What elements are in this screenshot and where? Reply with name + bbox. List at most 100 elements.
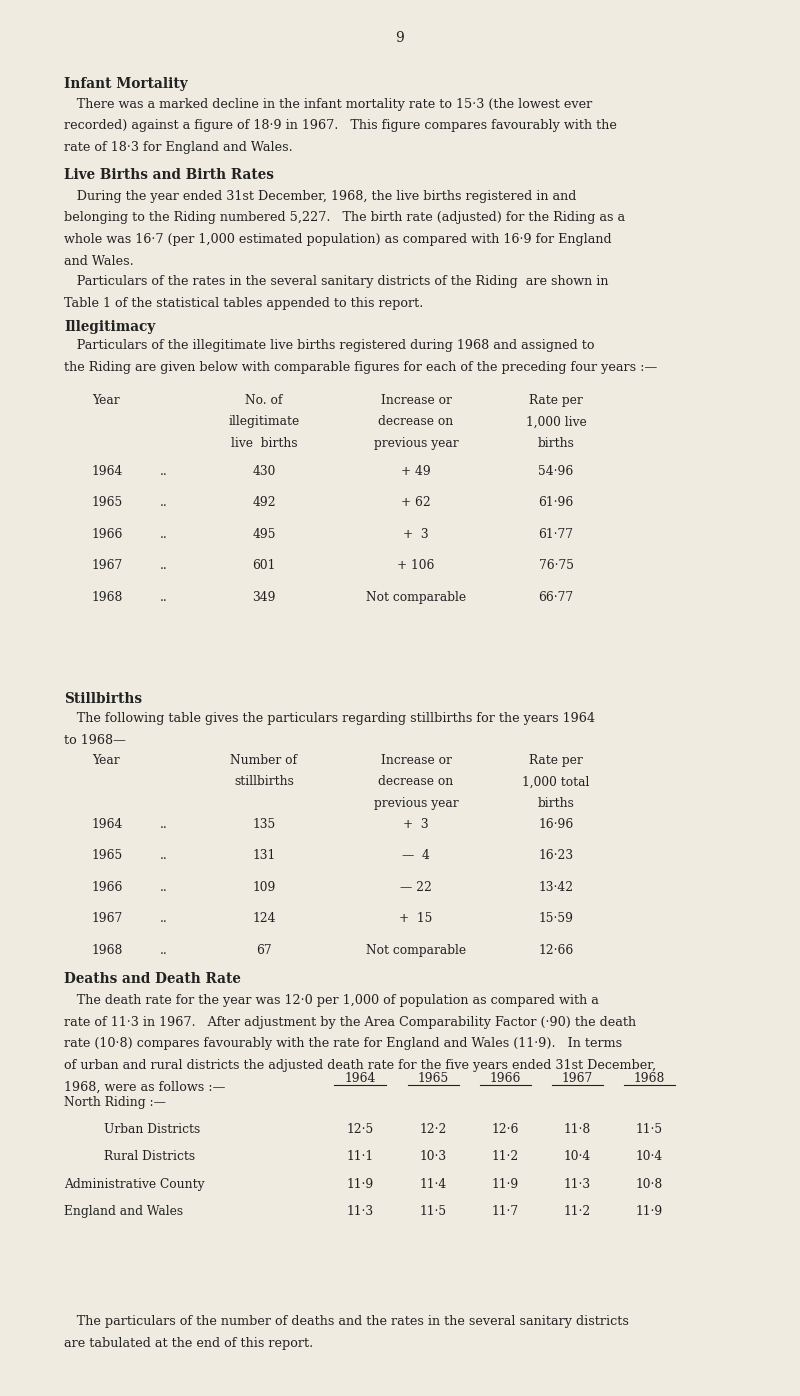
Text: 1967: 1967 (562, 1072, 594, 1085)
Text: ..: .. (160, 913, 168, 926)
Text: 10·4: 10·4 (564, 1150, 591, 1163)
Text: births: births (538, 797, 574, 810)
Text: 495: 495 (252, 528, 276, 540)
Text: The death rate for the year was 12·0 per 1,000 of population as compared with a: The death rate for the year was 12·0 per… (64, 994, 599, 1007)
Text: ..: .. (160, 496, 168, 510)
Text: to 1968—: to 1968— (64, 734, 126, 747)
Text: ..: .. (160, 528, 168, 540)
Text: + 62: + 62 (401, 496, 431, 510)
Text: 54·96: 54·96 (538, 465, 574, 477)
Text: Deaths and Death Rate: Deaths and Death Rate (64, 972, 241, 986)
Text: Administrative County: Administrative County (64, 1177, 205, 1191)
Text: 11·4: 11·4 (420, 1177, 447, 1191)
Text: 9: 9 (396, 31, 404, 45)
Text: 11·3: 11·3 (564, 1177, 591, 1191)
Text: 1966: 1966 (92, 528, 123, 540)
Text: +  15: + 15 (399, 913, 433, 926)
Text: 601: 601 (252, 558, 276, 572)
Text: 11·8: 11·8 (564, 1122, 591, 1136)
Text: 61·77: 61·77 (538, 528, 574, 540)
Text: previous year: previous year (374, 437, 458, 450)
Text: 1967: 1967 (92, 913, 123, 926)
Text: 11·2: 11·2 (564, 1205, 591, 1217)
Text: 1966: 1966 (490, 1072, 522, 1085)
Text: England and Wales: England and Wales (64, 1205, 183, 1217)
Text: Increase or: Increase or (381, 394, 451, 406)
Text: ..: .. (160, 465, 168, 477)
Text: 11·5: 11·5 (420, 1205, 447, 1217)
Text: whole was 16·7 (per 1,000 estimated population) as compared with 16·9 for Englan: whole was 16·7 (per 1,000 estimated popu… (64, 233, 612, 246)
Text: 11·7: 11·7 (492, 1205, 519, 1217)
Text: the Riding are given below with comparable figures for each of the preceding fou: the Riding are given below with comparab… (64, 362, 658, 374)
Text: are tabulated at the end of this report.: are tabulated at the end of this report. (64, 1337, 314, 1350)
Text: 1965: 1965 (418, 1072, 450, 1085)
Text: 124: 124 (252, 913, 276, 926)
Text: 11·1: 11·1 (346, 1150, 374, 1163)
Text: 1968: 1968 (634, 1072, 666, 1085)
Text: 12·6: 12·6 (492, 1122, 519, 1136)
Text: rate of 18·3 for England and Wales.: rate of 18·3 for England and Wales. (64, 141, 293, 154)
Text: Urban Districts: Urban Districts (104, 1122, 200, 1136)
Text: The particulars of the number of deaths and the rates in the several sanitary di: The particulars of the number of deaths … (64, 1315, 629, 1328)
Text: decrease on: decrease on (378, 416, 454, 429)
Text: ..: .. (160, 881, 168, 893)
Text: During the year ended 31st December, 1968, the live births registered in and: During the year ended 31st December, 196… (64, 190, 576, 202)
Text: Infant Mortality: Infant Mortality (64, 77, 188, 91)
Text: ..: .. (160, 558, 168, 572)
Text: stillbirths: stillbirths (234, 776, 294, 789)
Text: 492: 492 (252, 496, 276, 510)
Text: births: births (538, 437, 574, 450)
Text: 66·77: 66·77 (538, 591, 574, 603)
Text: Particulars of the rates in the several sanitary districts of the Riding  are sh: Particulars of the rates in the several … (64, 275, 609, 288)
Text: illegitimate: illegitimate (228, 416, 300, 429)
Text: 12·66: 12·66 (538, 944, 574, 956)
Text: Live Births and Birth Rates: Live Births and Birth Rates (64, 168, 274, 181)
Text: 10·8: 10·8 (636, 1177, 663, 1191)
Text: 1965: 1965 (92, 496, 123, 510)
Text: previous year: previous year (374, 797, 458, 810)
Text: decrease on: decrease on (378, 776, 454, 789)
Text: Illegitimacy: Illegitimacy (64, 320, 155, 334)
Text: +  3: + 3 (403, 818, 429, 831)
Text: 12·5: 12·5 (346, 1122, 374, 1136)
Text: 67: 67 (256, 944, 272, 956)
Text: Not comparable: Not comparable (366, 591, 466, 603)
Text: 11·2: 11·2 (492, 1150, 519, 1163)
Text: Rate per: Rate per (529, 754, 583, 766)
Text: 1968: 1968 (92, 591, 123, 603)
Text: 15·59: 15·59 (538, 913, 574, 926)
Text: of urban and rural districts the adjusted death rate for the five years ended 31: of urban and rural districts the adjuste… (64, 1060, 656, 1072)
Text: 1,000 live: 1,000 live (526, 416, 586, 429)
Text: ..: .. (160, 818, 168, 831)
Text: Rural Districts: Rural Districts (104, 1150, 195, 1163)
Text: 11·3: 11·3 (346, 1205, 374, 1217)
Text: 16·96: 16·96 (538, 818, 574, 831)
Text: 1964: 1964 (92, 818, 123, 831)
Text: 131: 131 (252, 849, 276, 863)
Text: Rate per: Rate per (529, 394, 583, 406)
Text: There was a marked decline in the infant mortality rate to 15·3 (the lowest ever: There was a marked decline in the infant… (64, 98, 592, 110)
Text: and Wales.: and Wales. (64, 254, 134, 268)
Text: 109: 109 (252, 881, 276, 893)
Text: ..: .. (160, 591, 168, 603)
Text: Number of: Number of (230, 754, 298, 766)
Text: 1965: 1965 (92, 849, 123, 863)
Text: 1967: 1967 (92, 558, 123, 572)
Text: —  4: — 4 (402, 849, 430, 863)
Text: rate of 11·3 in 1967.   After adjustment by the Area Comparability Factor (·90) : rate of 11·3 in 1967. After adjustment b… (64, 1016, 636, 1029)
Text: 16·23: 16·23 (538, 849, 574, 863)
Text: rate (10·8) compares favourably with the rate for England and Wales (11·9).   In: rate (10·8) compares favourably with the… (64, 1037, 622, 1050)
Text: 1966: 1966 (92, 881, 123, 893)
Text: + 106: + 106 (398, 558, 434, 572)
Text: Stillbirths: Stillbirths (64, 692, 142, 706)
Text: 1,000 total: 1,000 total (522, 776, 590, 789)
Text: ..: .. (160, 849, 168, 863)
Text: The following table gives the particulars regarding stillbirths for the years 19: The following table gives the particular… (64, 712, 595, 725)
Text: 1964: 1964 (344, 1072, 376, 1085)
Text: 1968: 1968 (92, 944, 123, 956)
Text: ..: .. (160, 944, 168, 956)
Text: 1964: 1964 (92, 465, 123, 477)
Text: 11·9: 11·9 (346, 1177, 374, 1191)
Text: North Riding :—: North Riding :— (64, 1096, 166, 1108)
Text: + 49: + 49 (401, 465, 431, 477)
